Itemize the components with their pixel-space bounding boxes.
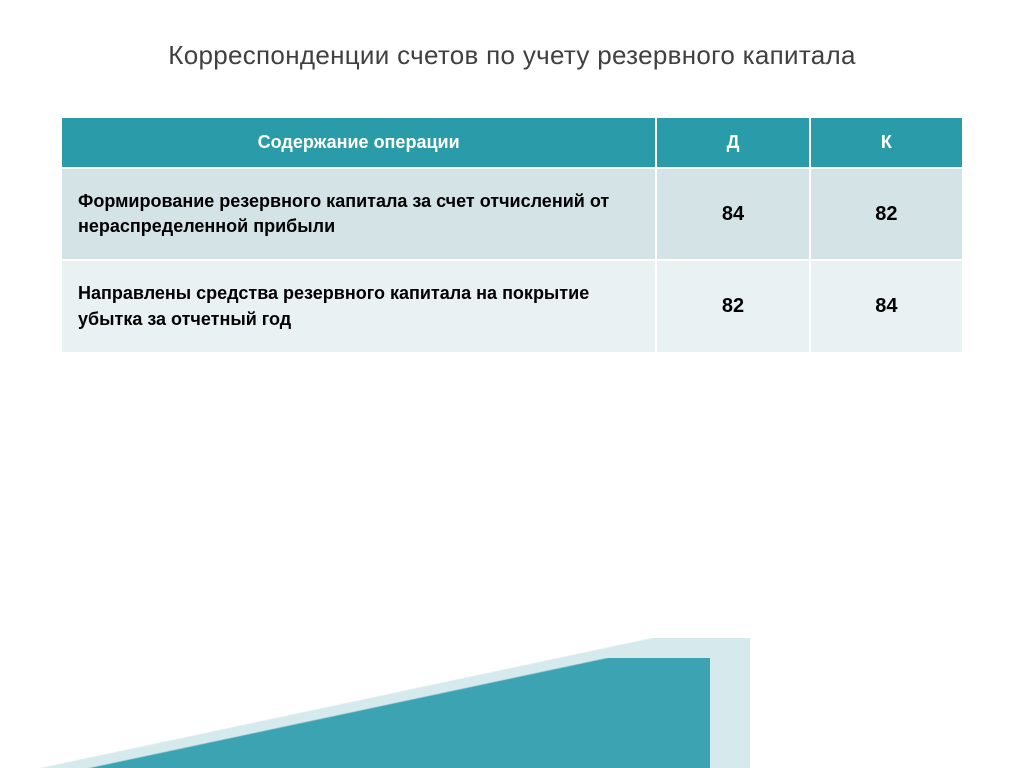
table-row: Направлены средства резервного капитала … bbox=[61, 260, 963, 352]
slide-container: Корреспонденции счетов по учету резервно… bbox=[0, 0, 1024, 768]
cell-debit: 82 bbox=[656, 260, 809, 352]
slide-title: Корреспонденции счетов по учету резервно… bbox=[60, 40, 964, 71]
cell-operation: Формирование резервного капитала за счет… bbox=[61, 168, 656, 260]
column-header-debit: Д bbox=[656, 117, 809, 168]
table-header-row: Содержание операции Д К bbox=[61, 117, 963, 168]
column-header-operation: Содержание операции bbox=[61, 117, 656, 168]
cell-credit: 84 bbox=[810, 260, 963, 352]
cell-debit: 84 bbox=[656, 168, 809, 260]
accounts-table: Содержание операции Д К Формирование рез… bbox=[60, 116, 964, 354]
table-row: Формирование резервного капитала за счет… bbox=[61, 168, 963, 260]
cell-credit: 82 bbox=[810, 168, 963, 260]
column-header-credit: К bbox=[810, 117, 963, 168]
cell-operation: Направлены средства резервного капитала … bbox=[61, 260, 656, 352]
decoration-triangles bbox=[0, 638, 1024, 768]
triangle-front bbox=[0, 658, 710, 768]
